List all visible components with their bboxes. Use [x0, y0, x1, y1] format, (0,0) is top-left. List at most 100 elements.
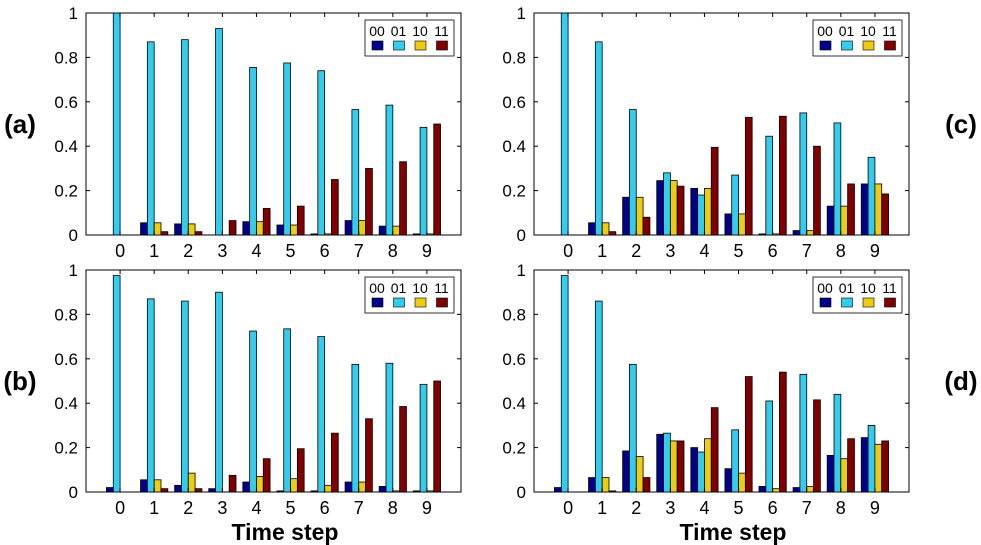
bar-10-1	[601, 222, 610, 236]
bar-00-8	[826, 454, 835, 493]
y-tick-label: 0.6	[502, 350, 526, 369]
bar-00-5	[276, 490, 285, 493]
bar-00-9	[412, 490, 421, 493]
x-tick-label: 2	[183, 241, 193, 261]
bar-10-5	[738, 213, 746, 236]
x-tick-label: 2	[631, 498, 641, 518]
x-tick-label: 4	[699, 241, 709, 261]
bar-00-7	[792, 230, 801, 236]
bar-11-4	[262, 458, 271, 493]
bar-01-6	[765, 400, 774, 493]
bar-10-8	[840, 205, 849, 236]
bar-10-7	[358, 481, 366, 493]
y-tick-label: 0	[69, 483, 78, 502]
bar-11-8	[399, 406, 407, 493]
bar-01-4	[249, 66, 257, 236]
legend-swatch-11	[884, 40, 896, 51]
bar-00-8	[826, 205, 835, 236]
y-tick-label: 0.2	[54, 439, 78, 458]
bar-01-8	[833, 122, 842, 236]
bar-10-6	[772, 233, 780, 236]
bar-00-6	[310, 233, 319, 236]
bar-11-5	[744, 116, 753, 236]
bar-11-7	[813, 145, 821, 236]
bar-11-6	[331, 432, 339, 493]
y-tick-label: 1	[69, 261, 78, 280]
bar-10-8	[840, 458, 849, 493]
legend-swatch-00	[819, 297, 832, 308]
x-tick-label: 3	[217, 241, 227, 261]
bar-00-3	[208, 488, 216, 493]
x-tick-label: 2	[631, 241, 641, 261]
y-tick-label: 0.4	[54, 394, 78, 413]
bar-01-8	[833, 393, 842, 493]
legend-label: 01	[839, 280, 855, 296]
panel-a: 00.20.40.60.810 1 2 3 4 5 6 7 8 900 01 10 11(a)	[4, 4, 462, 261]
y-tick-label: 0.4	[502, 394, 526, 413]
panel-label: (b)	[3, 366, 36, 396]
x-tick-label: 4	[251, 498, 261, 518]
bar-10-1	[601, 477, 610, 493]
y-tick-label: 0.8	[54, 305, 78, 324]
x-tick-label: 6	[320, 498, 330, 518]
bar-10-4	[256, 221, 264, 236]
bar-11-7	[365, 167, 373, 236]
y-tick-label: 0.4	[54, 137, 78, 156]
bar-00-6	[758, 233, 767, 236]
legend-swatch-00	[819, 40, 832, 51]
x-tick-label: 5	[734, 498, 744, 518]
x-tick-label: 0	[563, 241, 573, 261]
bar-11-5	[744, 376, 753, 493]
bar-00-4	[690, 447, 699, 493]
x-tick-label: 2	[183, 498, 193, 518]
bar-01-6	[317, 70, 326, 236]
bar-00-3	[656, 433, 664, 493]
legend-label: 01	[839, 23, 855, 39]
bar-01-0	[560, 12, 569, 236]
bar-11-1	[160, 231, 169, 236]
x-tick-label: 6	[768, 241, 778, 261]
x-tick-label: 8	[388, 498, 398, 518]
legend-label: 00	[817, 23, 833, 39]
x-tick-label: 9	[422, 241, 432, 261]
y-tick-label: 0.2	[502, 439, 526, 458]
bar-10-7	[806, 230, 814, 236]
legend-label: 00	[817, 280, 833, 296]
legend-label: 11	[434, 23, 449, 39]
bar-00-7	[344, 481, 353, 493]
panel-label: (d)	[944, 366, 977, 396]
bar-00-4	[242, 481, 251, 493]
x-tick-label: 9	[870, 498, 880, 518]
bar-01-3	[663, 432, 671, 493]
bar-00-2	[622, 450, 630, 493]
bar-10-7	[806, 486, 814, 493]
x-tick-label: 6	[768, 498, 778, 518]
bar-01-3	[215, 28, 223, 236]
legend-swatch-01	[841, 297, 853, 308]
legend-swatch-11	[436, 40, 448, 51]
y-tick-label: 0.8	[502, 48, 526, 67]
bar-01-0	[112, 12, 121, 236]
legend-label: 10	[860, 280, 876, 296]
bar-01-9	[867, 156, 876, 236]
bar-00-9	[412, 233, 421, 236]
x-tick-label: 4	[251, 241, 261, 261]
y-tick-label: 0.4	[502, 137, 526, 156]
bar-01-9	[867, 424, 876, 493]
panel-label: (a)	[4, 109, 36, 139]
x-tick-label: 4	[699, 498, 709, 518]
bar-11-4	[710, 407, 719, 493]
bar-01-2	[181, 39, 189, 236]
bar-00-7	[344, 220, 353, 236]
bar-11-2	[642, 216, 651, 236]
bar-00-5	[276, 224, 285, 236]
bar-11-2	[194, 231, 203, 236]
bar-01-3	[215, 291, 223, 493]
bar-01-9	[419, 126, 428, 236]
bar-10-6	[772, 488, 780, 493]
y-tick-label: 0.6	[54, 350, 78, 369]
bar-11-2	[194, 488, 203, 493]
bar-10-2	[635, 196, 644, 236]
bar-11-9	[433, 123, 441, 236]
